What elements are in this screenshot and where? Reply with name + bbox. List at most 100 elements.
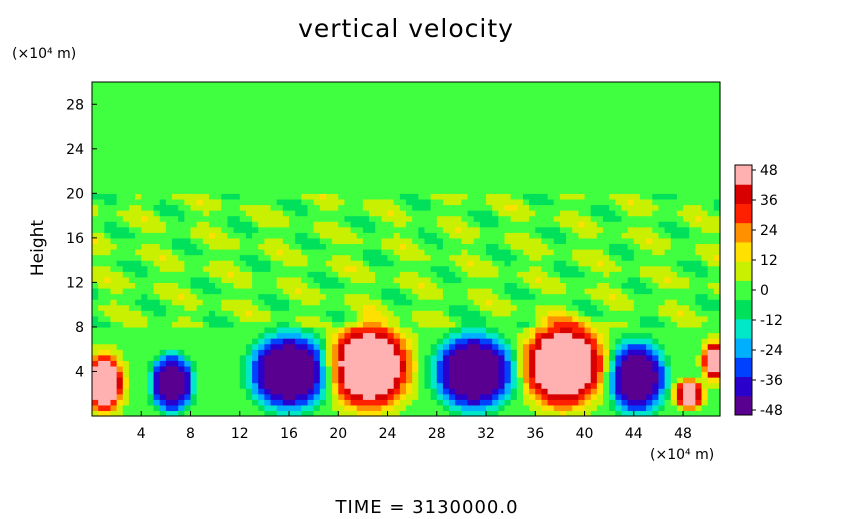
heatmap-cell — [442, 315, 450, 322]
heatmap-cell — [449, 182, 456, 189]
heatmap-cell — [418, 148, 426, 155]
heatmap-cell — [695, 215, 703, 222]
heatmap-cell — [713, 221, 721, 228]
heatmap-cell — [387, 154, 395, 161]
heatmap-cell — [128, 399, 136, 406]
heatmap-cell — [387, 382, 395, 389]
heatmap-cell — [522, 210, 530, 217]
heatmap-cell — [184, 393, 192, 400]
heatmap-cell — [369, 215, 376, 222]
heatmap-cell — [104, 187, 112, 194]
heatmap-cell — [559, 154, 567, 161]
heatmap-cell — [381, 365, 389, 373]
heatmap-cell — [664, 198, 672, 206]
heatmap-cell — [455, 299, 463, 306]
heatmap-cell — [633, 304, 641, 311]
heatmap-cell — [430, 221, 438, 228]
heatmap-cell — [639, 332, 647, 339]
heatmap-cell — [547, 182, 555, 189]
heatmap-cell — [196, 210, 204, 217]
heatmap-cell — [239, 159, 247, 167]
heatmap-cell — [412, 282, 419, 289]
heatmap-cell — [412, 410, 419, 417]
heatmap-cell — [122, 204, 130, 211]
heatmap-cell — [375, 365, 382, 373]
heatmap-cell — [270, 249, 278, 256]
heatmap-cell — [695, 176, 703, 183]
heatmap-cell — [215, 232, 222, 239]
heatmap-cell — [658, 371, 666, 378]
heatmap-cell — [658, 354, 666, 361]
heatmap-cell — [270, 171, 278, 178]
heatmap-cell — [399, 321, 407, 328]
heatmap-cell — [504, 304, 512, 311]
heatmap-cell — [362, 182, 370, 189]
heatmap-cell — [319, 260, 327, 267]
heatmap-cell — [104, 148, 112, 155]
heatmap-cell — [633, 371, 641, 378]
heatmap-cell — [473, 299, 481, 306]
heatmap-cell — [676, 237, 684, 245]
heatmap-cell — [596, 393, 604, 400]
heatmap-cell — [301, 276, 309, 283]
heatmap-cell — [658, 226, 666, 233]
heatmap-cell — [172, 382, 179, 389]
heatmap-cell — [104, 388, 112, 395]
heatmap-cell — [541, 310, 549, 317]
heatmap-cell — [676, 226, 684, 233]
heatmap-cell — [664, 143, 672, 150]
heatmap-cell — [670, 393, 678, 400]
heatmap-cell — [510, 260, 518, 267]
heatmap-cell — [233, 171, 241, 178]
heatmap-cell — [276, 310, 284, 317]
heatmap-cell — [603, 354, 610, 361]
heatmap-cell — [289, 237, 296, 245]
heatmap-cell — [122, 360, 130, 367]
heatmap-cell — [486, 343, 493, 350]
heatmap-cell — [258, 360, 265, 367]
heatmap-cell — [282, 287, 290, 295]
heatmap-cell — [646, 349, 653, 356]
heatmap-cell — [566, 410, 573, 417]
heatmap-cell — [178, 260, 185, 267]
heatmap-cell — [270, 204, 278, 211]
heatmap-cell — [196, 254, 204, 261]
heatmap-cell — [165, 159, 173, 167]
heatmap-cell — [344, 282, 352, 289]
heatmap-cell — [418, 254, 426, 261]
heatmap-cell — [215, 287, 222, 295]
heatmap-cell — [689, 159, 696, 167]
heatmap-cell — [141, 271, 149, 278]
heatmap-cell — [227, 321, 235, 328]
heatmap-cell — [295, 304, 302, 311]
heatmap-cell — [627, 210, 635, 217]
heatmap-cell — [282, 399, 290, 406]
heatmap-cell — [664, 204, 672, 211]
heatmap-cell — [344, 260, 352, 267]
heatmap-cell — [116, 249, 124, 256]
heatmap-cell — [215, 171, 222, 178]
heatmap-cell — [184, 349, 192, 356]
heatmap-cell — [596, 354, 604, 361]
heatmap-cell — [282, 365, 290, 373]
heatmap-cell — [135, 382, 142, 389]
heatmap-cell — [252, 293, 259, 300]
heatmap-cell — [553, 365, 561, 373]
heatmap-cell — [295, 326, 302, 334]
heatmap-cell — [387, 204, 395, 211]
heatmap-cell — [264, 365, 272, 373]
heatmap-cell — [572, 332, 579, 339]
heatmap-cell — [104, 143, 112, 150]
heatmap-cell — [282, 215, 290, 222]
heatmap-cell — [492, 332, 499, 339]
heatmap-cell — [590, 354, 598, 361]
heatmap-cell — [516, 354, 524, 361]
heatmap-cell — [639, 249, 647, 256]
heatmap-cell — [270, 226, 278, 233]
heatmap-cell — [553, 404, 561, 412]
heatmap-cell — [449, 260, 456, 267]
heatmap-cell — [418, 304, 426, 311]
heatmap-cell — [332, 260, 339, 267]
heatmap-cell — [215, 176, 222, 183]
heatmap-cell — [332, 221, 339, 228]
